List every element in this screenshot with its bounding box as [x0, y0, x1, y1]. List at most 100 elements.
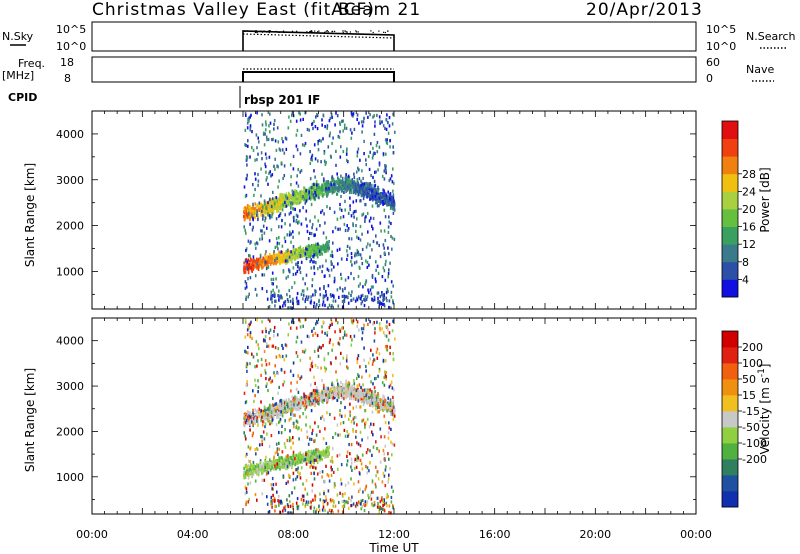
power-cell [362, 197, 365, 201]
power-cell [370, 193, 373, 197]
power-cell [267, 265, 270, 269]
nsky-noise [383, 31, 385, 33]
power-cell [344, 228, 347, 233]
velocity-cell [346, 387, 348, 391]
power-cell [285, 259, 287, 263]
velocity-cell [313, 461, 315, 465]
velocity-cell [289, 455, 291, 460]
power-cell [390, 306, 392, 310]
power-cell [281, 296, 283, 300]
power-cell [256, 257, 258, 261]
power-cell [313, 260, 315, 264]
power-cell [304, 282, 306, 286]
velocity-cell [257, 413, 260, 417]
power-cell [283, 193, 285, 197]
power-cell [333, 280, 336, 284]
power-cell [386, 287, 389, 291]
power-cell [283, 236, 286, 240]
power-cell [371, 189, 373, 193]
power-cell [392, 151, 395, 155]
power-cell [290, 201, 293, 205]
power-cell [342, 182, 345, 186]
velocity-cell [376, 394, 379, 398]
velocity-cell [272, 404, 275, 408]
power-cell [317, 267, 319, 271]
power-cell [291, 202, 294, 206]
velocity-cell [243, 424, 246, 428]
power-cell [309, 300, 312, 304]
power-cell [294, 257, 297, 261]
power-cell [339, 155, 342, 159]
power-cell [273, 251, 275, 255]
power-cell [393, 181, 395, 185]
power-cell [324, 125, 326, 129]
power-cell [256, 203, 259, 207]
power-cell [333, 189, 336, 194]
power-cell [324, 274, 326, 278]
power-cell [329, 131, 331, 135]
power-cell [313, 243, 315, 247]
power-cell [310, 195, 312, 200]
power-cell [288, 233, 291, 237]
power-cell [254, 287, 257, 291]
power-cell [313, 255, 315, 259]
power-cell [379, 196, 382, 200]
power-cell [320, 160, 322, 164]
power-cell [348, 183, 351, 187]
velocity-cell [249, 463, 252, 467]
velocity-cell [382, 408, 384, 412]
power-cell [376, 291, 379, 295]
nsky-noise [255, 30, 257, 32]
velocity-cell [290, 460, 292, 464]
power-cell [330, 260, 332, 264]
power-cell [338, 189, 340, 193]
velocity-cell [283, 462, 285, 466]
power-cell [265, 264, 268, 268]
power-cell [252, 216, 254, 220]
power-cell [273, 164, 275, 168]
power-cell [315, 246, 317, 250]
power-cell [245, 113, 247, 117]
power-cell [342, 186, 344, 190]
power-cell [291, 306, 293, 310]
power-cell [318, 196, 320, 200]
velocity-cell [372, 404, 374, 408]
power-cell [306, 248, 309, 252]
power-cell [245, 247, 248, 251]
nsky-noise [306, 31, 308, 33]
velocity-cell [293, 455, 295, 459]
power-cell [263, 204, 266, 208]
power-cell [331, 141, 333, 146]
velocity-cell [320, 397, 323, 401]
power-cell [302, 253, 305, 257]
power-cell [253, 207, 256, 211]
power-cell [309, 161, 312, 165]
velocity-cell [389, 412, 392, 416]
velocity-cell [257, 467, 259, 471]
velocity-cell [338, 384, 341, 388]
power-cell [390, 280, 393, 284]
power-cell [391, 122, 394, 126]
velocity-cell [314, 392, 316, 396]
velocity-cell [301, 459, 304, 464]
velocity-cell [360, 400, 363, 404]
nave-label: Nave [746, 63, 774, 76]
power-cell [340, 276, 343, 281]
power-cell [372, 285, 374, 289]
power-cell [376, 241, 379, 245]
power-cell [264, 219, 266, 223]
velocity-cell [374, 398, 377, 402]
velocity-cell [258, 410, 260, 414]
velocity-cell [261, 471, 263, 476]
power-cell [367, 115, 369, 119]
velocity-cell [249, 415, 251, 419]
velocity-cell [325, 450, 327, 454]
velocity-cell [381, 406, 383, 410]
power-cell [377, 195, 380, 199]
power-cell [375, 144, 378, 148]
power-cell [384, 215, 387, 219]
power-cell [251, 258, 253, 262]
power-cell [339, 122, 342, 126]
power-cell [251, 145, 253, 150]
velocity-cell [316, 397, 319, 401]
